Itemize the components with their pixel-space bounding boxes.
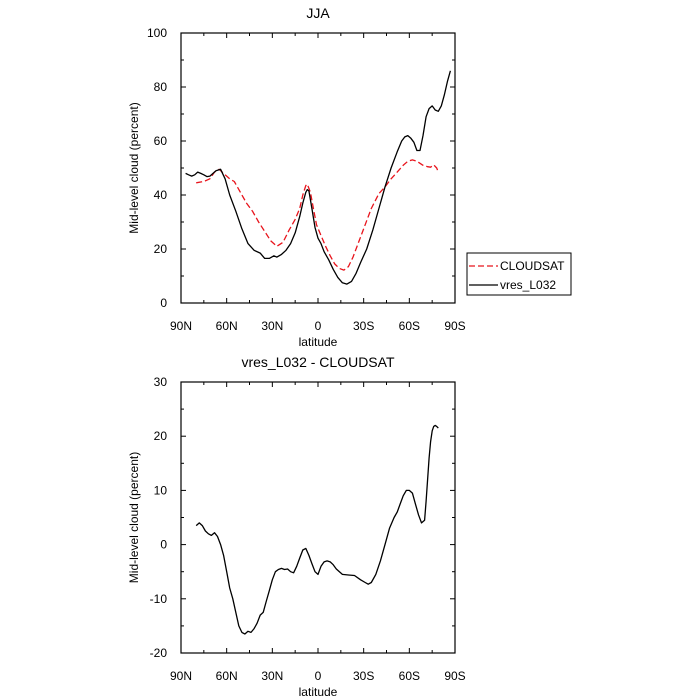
x-tick-label: 30N <box>261 319 283 333</box>
x-tick-label: 30S <box>353 319 374 333</box>
y-tick-label: 20 <box>154 242 168 256</box>
x-tick-label: 90N <box>170 319 192 333</box>
y-tick-label: 40 <box>154 188 168 202</box>
x-tick-label: 90S <box>444 319 465 333</box>
y-tick-label: 80 <box>154 80 168 94</box>
x-tick-label: 0 <box>315 669 322 683</box>
legend-label-2: vres_L032 <box>500 278 556 292</box>
y-tick-label: 20 <box>154 429 168 443</box>
y-tick-label: 100 <box>147 26 167 40</box>
x-tick-label: 60S <box>399 319 420 333</box>
y-axis-label: Mid-level cloud (percent) <box>127 452 141 583</box>
y-axis-label: Mid-level cloud (percent) <box>127 102 141 233</box>
chart-panel-1: 90N 60N 30N 0 30S 60S 90S 0 20 40 60 80 100 latitude M… <box>127 5 572 349</box>
y-tick-label: -10 <box>150 592 168 606</box>
y-tick-label: 60 <box>154 134 168 148</box>
series-line-1 <box>196 159 439 271</box>
y-tick-label: 0 <box>160 296 167 310</box>
series-line-1 <box>195 424 439 635</box>
x-tick-label: 60N <box>216 319 238 333</box>
chart-title: JJA <box>306 5 330 21</box>
plot-frame <box>180 381 456 654</box>
x-tick-label: 60S <box>399 669 420 683</box>
legend-label-1: CLOUDSAT <box>500 259 565 273</box>
legend-box <box>466 252 572 296</box>
chart-title: vres_L032 - CLOUDSAT <box>241 354 394 370</box>
x-axis-label: latitude <box>299 685 338 699</box>
x-tick-label: 90N <box>170 669 192 683</box>
legend: CLOUDSAT vres_L032 <box>466 252 572 296</box>
series-line-2 <box>185 70 452 285</box>
y-tick-label: 0 <box>160 538 167 552</box>
x-tick-label: 60N <box>216 669 238 683</box>
plot-frame <box>180 32 456 304</box>
x-axis-label: latitude <box>299 335 338 349</box>
y-tick-label: 10 <box>154 483 168 497</box>
x-tick-label: 30N <box>261 669 283 683</box>
x-tick-label: 90S <box>444 669 465 683</box>
y-tick-label: 30 <box>154 375 168 389</box>
chart-panel-2: 90N 60N 30N 0 30S 60S 90S -20 -10 0 10 20 30 latitude… <box>127 354 466 699</box>
x-tick-label: 0 <box>315 319 322 333</box>
y-tick-label: -20 <box>150 646 168 660</box>
x-tick-label: 30S <box>353 669 374 683</box>
